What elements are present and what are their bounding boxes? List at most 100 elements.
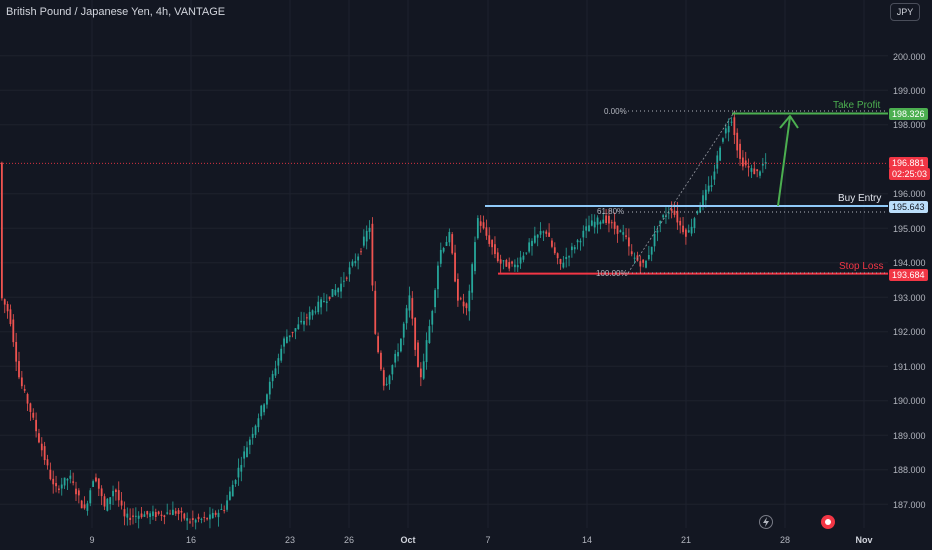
- candle-body: [761, 163, 764, 166]
- candle-body: [434, 290, 436, 308]
- candle-body: [679, 220, 682, 226]
- candle-body: [465, 303, 468, 309]
- candle-body: [166, 512, 169, 514]
- candle-body: [685, 229, 687, 237]
- candle-body: [670, 208, 673, 211]
- candle-body: [60, 484, 63, 489]
- candle-body: [556, 253, 559, 259]
- candle-body: [753, 168, 756, 175]
- candle-body: [174, 511, 177, 514]
- candle-body: [58, 488, 60, 490]
- stop-loss-price-badge: 193.684: [889, 269, 928, 281]
- y-tick: 194.000: [893, 258, 926, 268]
- candle-body: [43, 446, 46, 461]
- lightning-icon[interactable]: [759, 515, 773, 529]
- candle-body: [551, 240, 553, 247]
- candle-body: [508, 262, 511, 269]
- candle-body: [38, 433, 40, 443]
- candle-body: [496, 252, 499, 262]
- candle-body: [559, 259, 562, 264]
- target-arrow-head: [779, 115, 799, 129]
- candle-body: [157, 511, 160, 515]
- candle-body: [120, 500, 123, 506]
- candle-body: [143, 514, 146, 517]
- y-tick: 195.000: [893, 224, 926, 234]
- candle-body: [619, 230, 622, 233]
- candle-body: [334, 289, 337, 295]
- candle-body: [482, 222, 485, 229]
- candle-body: [747, 166, 750, 168]
- candle-body: [744, 160, 747, 166]
- fib-level-label: 61.80%: [597, 207, 625, 216]
- y-tick: 200.000: [893, 52, 926, 62]
- candle-body: [613, 221, 616, 229]
- candle-body: [494, 244, 496, 255]
- candle-body: [471, 264, 474, 293]
- candle-body: [337, 288, 340, 293]
- candle-body: [710, 185, 713, 187]
- candle-body: [243, 451, 246, 459]
- buy-entry-label: Buy Entry: [838, 193, 882, 204]
- x-tick: 14: [581, 535, 593, 545]
- candle-body: [676, 210, 679, 223]
- target-arrow-shaft: [777, 116, 791, 207]
- candle-body: [317, 301, 320, 313]
- candle-body: [528, 242, 531, 252]
- currency-button[interactable]: JPY: [890, 3, 920, 21]
- candle-body: [385, 383, 388, 385]
- candle-body: [448, 231, 451, 243]
- candle-body: [377, 336, 379, 353]
- candle-body: [357, 256, 360, 261]
- y-tick: 196.000: [893, 189, 926, 199]
- candle-body: [656, 230, 659, 233]
- candle-body: [146, 511, 149, 515]
- candle-body: [437, 265, 439, 290]
- candle-body: [400, 338, 402, 352]
- candle-body: [311, 310, 314, 316]
- y-tick: 191.000: [893, 362, 926, 372]
- candle-body: [374, 290, 377, 334]
- candle-body: [702, 195, 704, 206]
- record-icon[interactable]: [821, 515, 835, 529]
- candle-body: [97, 478, 100, 489]
- candle-body: [639, 261, 642, 267]
- candle-body: [20, 377, 23, 387]
- candle-body: [459, 298, 462, 300]
- candlestick-series: [1, 110, 767, 530]
- candle-body: [713, 171, 716, 180]
- candle-body: [568, 256, 570, 258]
- candle-body: [439, 249, 442, 264]
- candle-body: [328, 296, 331, 300]
- candle-body: [662, 215, 664, 218]
- candle-body: [365, 230, 368, 242]
- candle-body: [402, 323, 405, 338]
- candle-body: [200, 518, 203, 520]
- candle-body: [152, 511, 154, 517]
- candle-body: [371, 223, 374, 286]
- candle-body: [457, 278, 459, 301]
- countdown-badge: 02:25:03: [889, 168, 931, 180]
- candle-body: [55, 483, 57, 487]
- candle-body: [667, 212, 670, 214]
- candle-body: [690, 226, 693, 234]
- candle-body: [596, 217, 599, 225]
- stop-loss-label: Stop Loss: [839, 261, 884, 272]
- candle-body: [206, 518, 208, 520]
- candle-body: [325, 301, 328, 304]
- candle-body: [682, 225, 684, 233]
- candle-body: [12, 319, 15, 343]
- candle-body: [137, 515, 140, 519]
- candle-body: [340, 283, 342, 292]
- y-tick: 199.000: [893, 86, 926, 96]
- x-tick: 26: [343, 535, 355, 545]
- candle-body: [454, 252, 456, 282]
- candle-body: [397, 352, 399, 357]
- candle-body: [260, 405, 263, 417]
- candle-body: [474, 242, 476, 272]
- candle-body: [297, 324, 300, 330]
- candle-body: [234, 479, 237, 484]
- candle-body: [86, 503, 89, 511]
- candle-body: [248, 439, 251, 445]
- candle-body: [468, 290, 471, 312]
